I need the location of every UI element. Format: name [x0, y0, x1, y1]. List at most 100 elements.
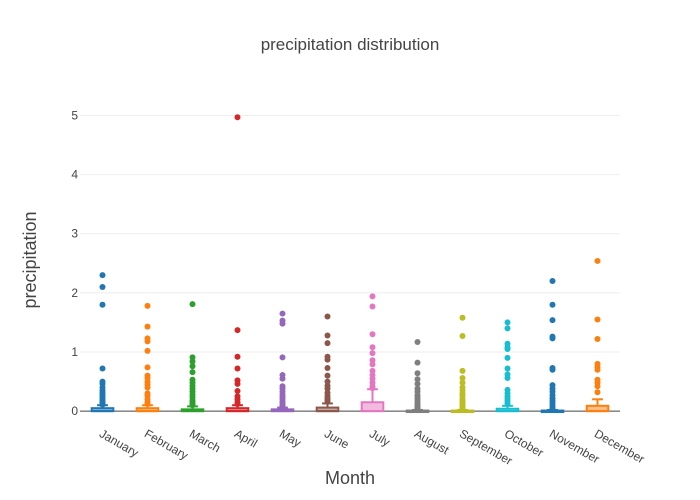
outlier-point	[279, 403, 286, 410]
outlier-point	[594, 257, 601, 264]
outlier-point	[369, 357, 376, 364]
outlier-point	[324, 385, 331, 392]
x-tick-label: February	[142, 426, 191, 462]
outlier-point	[549, 405, 556, 412]
box-march	[180, 301, 205, 413]
x-tick-label: April	[232, 426, 260, 450]
y-tick-label: 5	[71, 108, 78, 122]
outlier-point	[99, 272, 106, 279]
outlier-point	[459, 379, 466, 386]
outlier-point	[459, 405, 466, 412]
outlier-point	[234, 388, 241, 395]
box-december	[585, 257, 610, 413]
x-tick-label: December	[592, 426, 647, 466]
outlier-point	[369, 367, 376, 374]
outlier-point	[99, 365, 106, 372]
outlier-point	[324, 364, 331, 371]
box-october	[495, 319, 520, 413]
y-axis-ticks: 0 1 2 3 4 5	[71, 108, 78, 418]
outlier-point	[234, 380, 241, 387]
x-tick-label: January	[97, 426, 141, 459]
outlier-point	[189, 369, 196, 376]
box-august	[405, 338, 430, 414]
outlier-point	[369, 293, 376, 300]
outlier-point	[144, 323, 151, 330]
outlier-point	[414, 370, 421, 377]
x-axis-title: Month	[325, 468, 375, 488]
outlier-point	[144, 364, 151, 371]
outlier-point	[369, 344, 376, 351]
y-axis-title: precipitation	[20, 211, 40, 308]
outlier-point	[414, 376, 421, 383]
outlier-point	[504, 354, 511, 361]
chart-title: precipitation distribution	[261, 35, 440, 54]
outlier-point	[414, 405, 421, 412]
outlier-point	[594, 389, 601, 396]
outlier-point	[279, 310, 286, 317]
outlier-point	[99, 301, 106, 308]
x-tick-label: June	[322, 426, 352, 451]
outlier-point	[549, 335, 556, 342]
outlier-point	[414, 380, 421, 387]
y-tick-label: 0	[71, 404, 78, 418]
outlier-point	[234, 401, 241, 408]
outlier-point	[324, 340, 331, 347]
outlier-point	[234, 327, 241, 334]
outlier-point	[459, 367, 466, 374]
y-tick-label: 2	[71, 286, 78, 300]
y-tick-label: 1	[71, 345, 78, 359]
outlier-point	[459, 333, 466, 340]
outlier-point	[369, 361, 376, 368]
box-january	[90, 272, 115, 413]
outlier-point	[414, 359, 421, 366]
outlier-point	[549, 278, 556, 285]
outlier-point	[504, 365, 511, 372]
outlier-point	[324, 372, 331, 379]
box-may	[270, 310, 295, 413]
outlier-point	[504, 400, 511, 407]
outlier-point	[369, 375, 376, 382]
outlier-point	[504, 375, 511, 382]
outlier-point	[369, 303, 376, 310]
outlier-point	[324, 378, 331, 385]
outlier-point	[549, 366, 556, 373]
outlier-point	[324, 313, 331, 320]
outlier-point	[594, 383, 601, 390]
outlier-point	[549, 317, 556, 324]
box-april	[225, 114, 250, 413]
outlier-point	[459, 314, 466, 321]
y-tick-label: 3	[71, 227, 78, 241]
outlier-point	[324, 356, 331, 363]
outlier-point	[189, 402, 196, 409]
outlier-point	[234, 114, 241, 121]
outlier-point	[369, 331, 376, 338]
outlier-point	[189, 354, 196, 361]
outlier-point	[279, 354, 286, 361]
x-tick-label: November	[547, 426, 602, 466]
x-tick-label: July	[367, 426, 392, 449]
outlier-point	[369, 350, 376, 357]
outlier-point	[594, 316, 601, 323]
y-tick-label: 4	[71, 168, 78, 182]
outlier-point	[594, 366, 601, 373]
box-plots	[90, 114, 610, 414]
outlier-point	[144, 347, 151, 354]
outlier-point	[144, 302, 151, 309]
outlier-point	[144, 384, 151, 391]
outlier-point	[504, 319, 511, 326]
outlier-point	[189, 358, 196, 365]
outlier-point	[459, 375, 466, 382]
outlier-point	[504, 325, 511, 332]
x-tick-label: March	[187, 426, 223, 455]
outlier-point	[189, 301, 196, 308]
outlier-point	[414, 338, 421, 345]
outlier-point	[144, 338, 151, 345]
x-tick-label: May	[277, 426, 304, 449]
box-july	[360, 293, 385, 413]
outlier-point	[324, 332, 331, 339]
outlier-point	[99, 401, 106, 408]
outlier-point	[99, 283, 106, 290]
outlier-point	[189, 363, 196, 370]
